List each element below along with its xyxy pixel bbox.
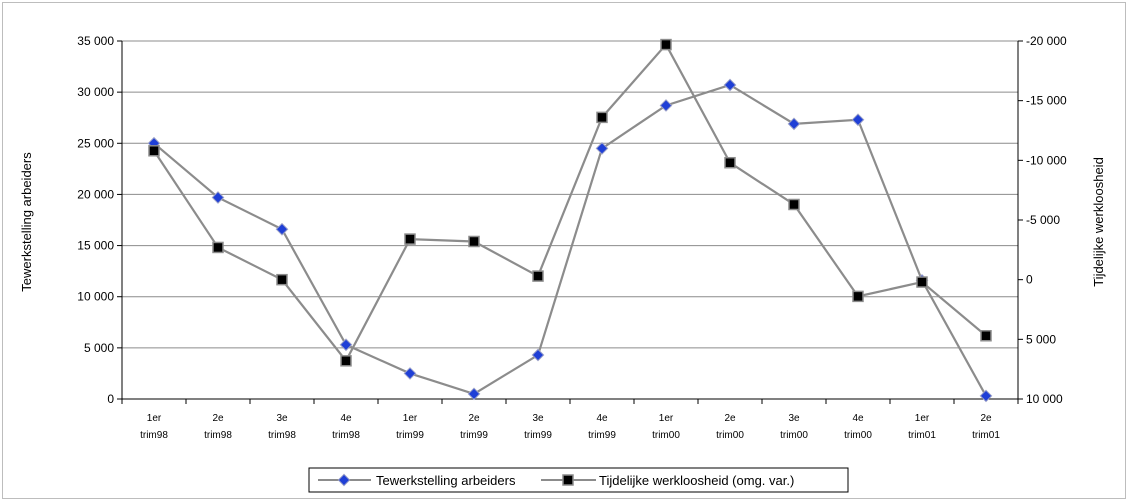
- data-point-square: [788, 198, 800, 211]
- data-point-square: [340, 355, 352, 367]
- data-point-diamond: [339, 338, 353, 352]
- data-point-diamond: [531, 348, 545, 362]
- series: [147, 38, 993, 403]
- series-unemployment: [148, 38, 992, 367]
- x-tick-label: 1er trim98: [140, 413, 168, 441]
- legend: Tewerkstelling arbeiders Tijdelijke werk…: [308, 467, 849, 493]
- x-tick-label: 2e trim01: [972, 413, 1000, 441]
- data-point-square: [532, 270, 544, 282]
- y-tick-label: 20 000: [77, 187, 114, 201]
- data-point-square: [276, 273, 288, 286]
- y2-tick-label: -5 000: [1026, 213, 1060, 227]
- data-point-square: [916, 276, 928, 288]
- data-point-diamond: [403, 367, 417, 380]
- data-point-square: [660, 38, 672, 51]
- data-point-diamond: [723, 78, 737, 92]
- y2-tick-label: 10 000: [1026, 392, 1063, 406]
- data-point-diamond: [467, 387, 481, 401]
- x-tick-label: 4e trim98: [332, 413, 360, 441]
- y-tick-label: 10 000: [77, 290, 114, 304]
- x-tick-label: 1er trim01: [908, 413, 936, 441]
- y-axis-title: Tewerkstelling arbeiders: [19, 152, 34, 292]
- data-point-square: [404, 233, 416, 245]
- legend-label-unemployment: Tijdelijke werkloosheid (omg. var.): [599, 473, 794, 488]
- legend-marker-square: [562, 474, 574, 486]
- y2-tick-label: -10 000: [1026, 153, 1067, 167]
- x-tick-label: 2e trim98: [204, 413, 232, 441]
- data-point-diamond: [979, 389, 993, 403]
- axes: [117, 40, 1023, 404]
- data-point-square: [212, 241, 224, 254]
- data-point-diamond: [851, 113, 865, 127]
- y-tick-label: 0: [107, 392, 114, 406]
- series-employment: [147, 78, 993, 403]
- gridlines: [122, 40, 1018, 349]
- y-tick-label: 35 000: [77, 34, 114, 48]
- data-point-diamond: [275, 222, 289, 236]
- x-tick-label: 3e trim98: [268, 413, 296, 441]
- data-point-square: [724, 156, 736, 169]
- tick-labels: 0 5 000 10 000 15 000 20 000 25 000 30 000 35 0…: [77, 34, 1067, 406]
- data-point-square: [468, 235, 480, 248]
- y-tick-label: 15 000: [77, 239, 114, 253]
- y2-tick-label: 0: [1026, 273, 1033, 287]
- legend-label-employment: Tewerkstelling arbeiders: [376, 473, 516, 488]
- data-point-diamond: [659, 99, 673, 112]
- series-line: [153, 83, 987, 397]
- y-tick-label: 25 000: [77, 136, 114, 150]
- x-tick-label: 4e trim00: [844, 413, 872, 441]
- x-tick-label: 1er trim99: [396, 413, 424, 441]
- data-point-square: [148, 145, 160, 157]
- data-point-square: [980, 330, 992, 342]
- y2-tick-label: 5 000: [1026, 332, 1056, 346]
- legend-marker-diamond: [337, 473, 351, 487]
- x-tick-label: 1er trim00: [652, 413, 680, 441]
- data-point-diamond: [787, 117, 801, 131]
- y2-axis-title: Tijdelijke werkloosheid: [1091, 157, 1106, 287]
- y-tick-label: 5 000: [84, 341, 114, 355]
- data-point-square: [852, 290, 864, 303]
- y2-tick-label: -15 000: [1026, 94, 1067, 108]
- x-tick-label: 4e trim99: [588, 413, 616, 441]
- x-tick-label: 3e trim99: [524, 413, 552, 441]
- x-tick-label: 2e trim99: [460, 413, 488, 441]
- x-tick-label: 2e trim00: [716, 413, 744, 441]
- x-tick-label: 3e trim00: [780, 413, 808, 441]
- y2-tick-label: -20 000: [1026, 34, 1067, 48]
- series-line: [153, 42, 987, 363]
- category-labels: 1er trim98 2e trim98 3e trim98 4e trim98 1er trim…: [140, 413, 1000, 441]
- data-point-diamond: [595, 142, 609, 155]
- y-tick-label: 30 000: [77, 85, 114, 99]
- data-point-square: [596, 111, 608, 124]
- data-point-diamond: [211, 191, 225, 204]
